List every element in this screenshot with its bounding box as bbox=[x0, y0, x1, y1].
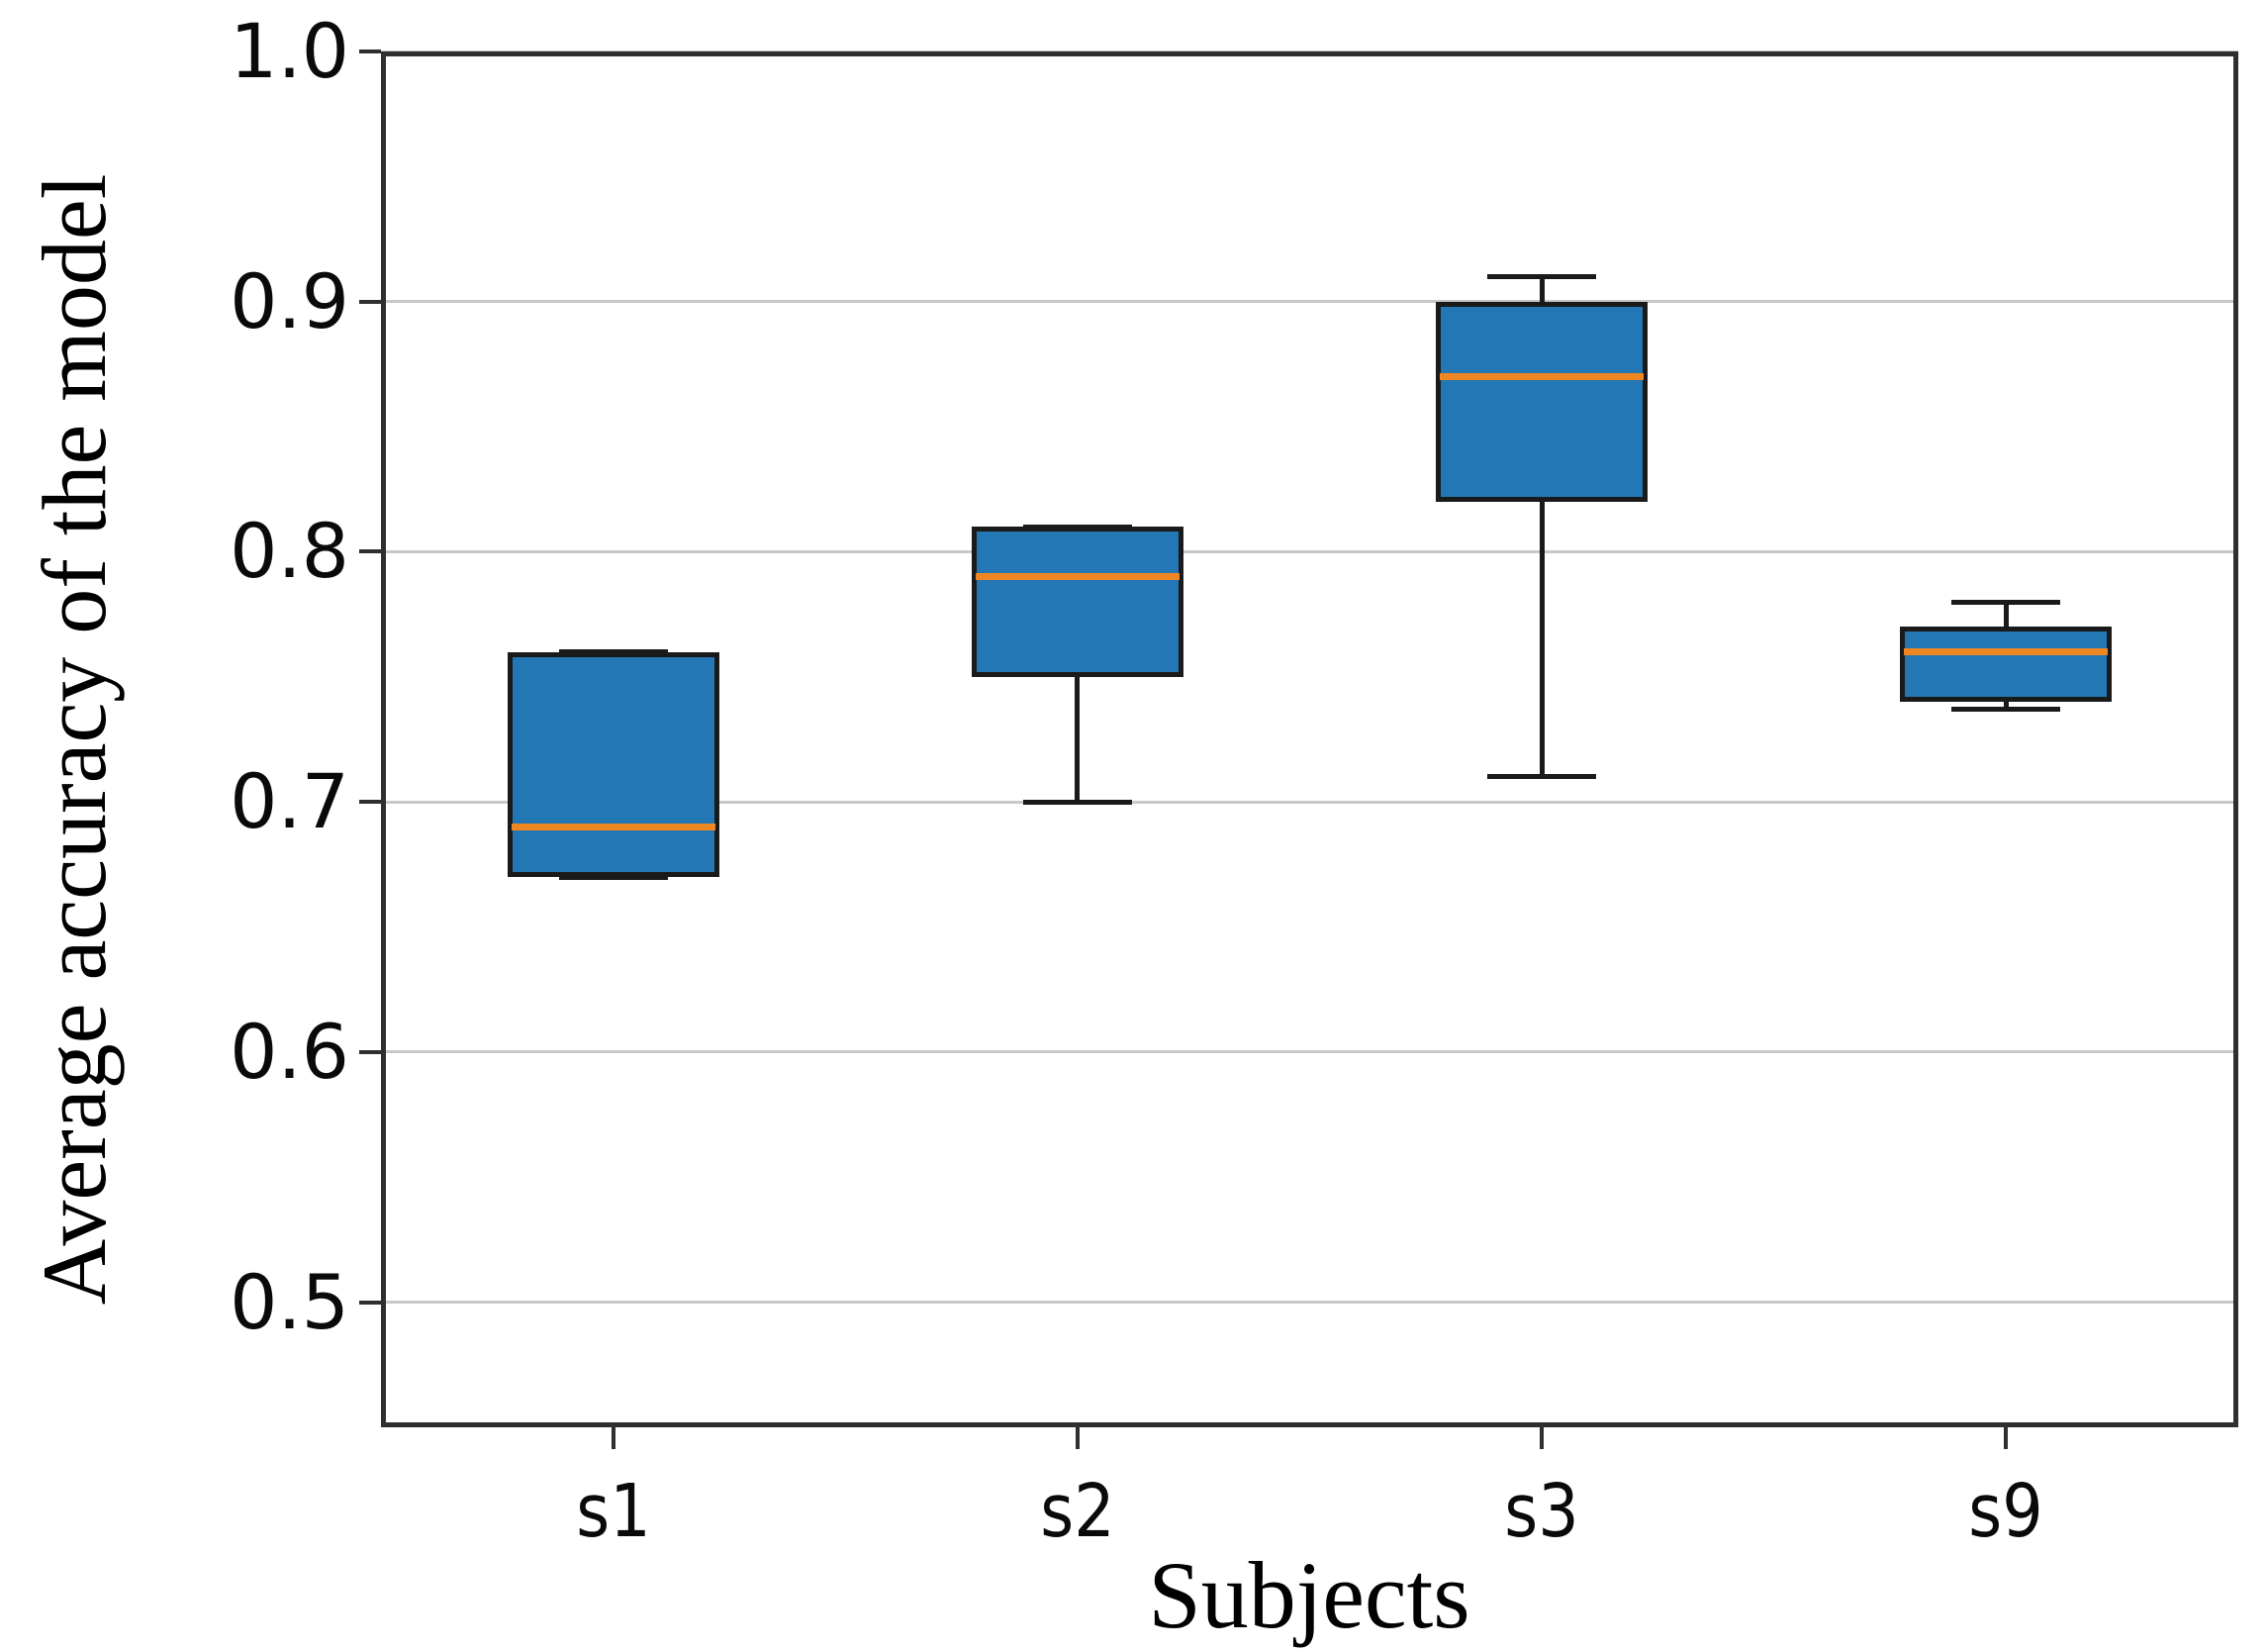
y-tick-0.8 bbox=[359, 549, 381, 554]
whisker-upper-s3 bbox=[1539, 276, 1545, 302]
x-tick-label-s2: s2 bbox=[1040, 1469, 1115, 1554]
box-s9 bbox=[1900, 627, 2113, 703]
y-tick-0.7 bbox=[359, 800, 381, 805]
cap-upper-s9 bbox=[1951, 599, 2061, 605]
y-tick-label-0.8: 0.8 bbox=[230, 507, 349, 596]
x-tick-s9 bbox=[2004, 1427, 2009, 1449]
gridline-0.6 bbox=[381, 1050, 2238, 1054]
median-s3 bbox=[1440, 373, 1645, 381]
whisker-lower-s2 bbox=[1075, 676, 1081, 803]
cap-lower-s3 bbox=[1487, 774, 1597, 780]
median-s1 bbox=[511, 823, 715, 830]
y-tick-label-0.6: 0.6 bbox=[230, 1007, 349, 1096]
box-s3 bbox=[1436, 301, 1649, 502]
x-tick-label-s9: s9 bbox=[1968, 1469, 2044, 1554]
y-tick-0.5 bbox=[359, 1300, 381, 1305]
gridline-0.8 bbox=[381, 549, 2238, 553]
cap-lower-s1 bbox=[558, 874, 668, 880]
gridline-0.5 bbox=[381, 1301, 2238, 1305]
x-tick-s3 bbox=[1540, 1427, 1545, 1449]
median-s9 bbox=[1904, 648, 2109, 656]
y-tick-label-0.7: 0.7 bbox=[230, 757, 349, 846]
y-tick-label-0.5: 0.5 bbox=[230, 1257, 349, 1346]
x-tick-label-s1: s1 bbox=[575, 1469, 651, 1554]
cap-upper-s3 bbox=[1487, 273, 1597, 279]
gridline-0.7 bbox=[381, 800, 2238, 804]
x-axis-label: Subjects bbox=[1148, 1542, 1470, 1648]
x-tick-s2 bbox=[1075, 1427, 1080, 1449]
cap-lower-s2 bbox=[1022, 799, 1132, 805]
y-tick-0.6 bbox=[359, 1049, 381, 1054]
cap-lower-s9 bbox=[1951, 707, 2061, 713]
median-s2 bbox=[975, 573, 1180, 581]
whisker-upper-s9 bbox=[2003, 602, 2009, 628]
box-s1 bbox=[507, 651, 719, 877]
whisker-lower-s3 bbox=[1539, 501, 1545, 777]
y-tick-label-0.9: 0.9 bbox=[230, 256, 349, 345]
y-tick-label-1.0: 1.0 bbox=[230, 7, 349, 95]
whisker-lower-s9 bbox=[2003, 702, 2009, 710]
y-tick-0.9 bbox=[359, 299, 381, 304]
box-s2 bbox=[971, 527, 1183, 677]
gridline-0.9 bbox=[381, 300, 2238, 304]
x-tick-s1 bbox=[611, 1427, 615, 1449]
gridline-1.0 bbox=[381, 49, 2238, 53]
y-tick-1.0 bbox=[359, 49, 381, 53]
x-tick-label-s3: s3 bbox=[1504, 1469, 1579, 1554]
